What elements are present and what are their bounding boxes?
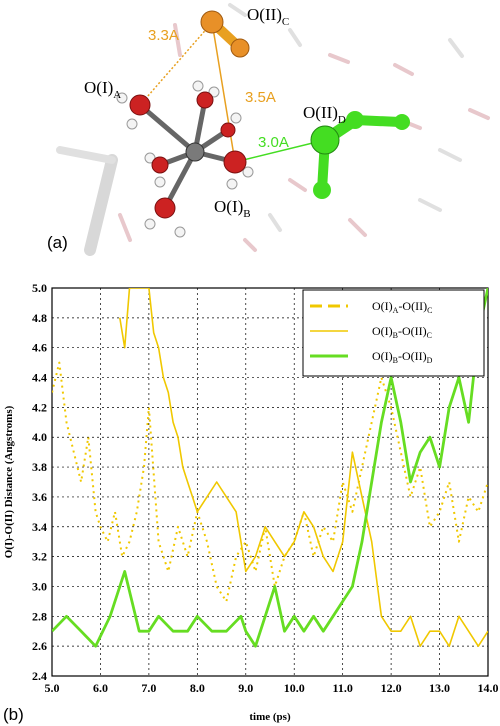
y-tick-labels: 2.4 2.6 2.8 3.0 3.2 3.4 3.6 3.8 4.0 4.2 4.4 4.6 4.8 5… bbox=[32, 281, 47, 683]
y-tick-label: 3.4 bbox=[32, 520, 47, 534]
y-tick-label: 4.0 bbox=[32, 430, 47, 444]
legend-label-0: O(I)A-O(II)C bbox=[372, 299, 432, 315]
x-tick-label: 14.0 bbox=[478, 681, 499, 695]
oxygen-o1b bbox=[223, 150, 247, 174]
y-tick-label: 4.2 bbox=[32, 400, 47, 414]
atom-label-o2c: O(II)C bbox=[247, 5, 289, 28]
green-molecule bbox=[310, 111, 410, 199]
hydrogens bbox=[116, 80, 254, 238]
x-tick-labels: 5.0 6.0 7.0 8.0 9.0 10.0 11.0 12.0 13.0 14.0 bbox=[45, 681, 499, 695]
x-tick-label: 8.0 bbox=[190, 681, 205, 695]
y-axis-title: O(I)-O(II) Distance (Angstroms) bbox=[3, 405, 15, 558]
x-tick-label: 11.0 bbox=[332, 681, 352, 695]
x-tick-label: 7.0 bbox=[141, 681, 156, 695]
y-tick-label: 5.0 bbox=[32, 281, 47, 295]
distance-line-3p5 bbox=[211, 21, 236, 163]
legend-label-2: O(I)B-O(II)D bbox=[372, 349, 433, 365]
legend-box bbox=[302, 289, 485, 377]
y-tick-label: 3.0 bbox=[32, 579, 47, 593]
y-tick-label: 4.4 bbox=[32, 371, 47, 385]
x-tick-label: 5.0 bbox=[45, 681, 60, 695]
x-tick-label: 12.0 bbox=[381, 681, 402, 695]
y-tick-label: 3.8 bbox=[32, 460, 47, 474]
distance-label-3p3: 3.3A bbox=[148, 27, 179, 44]
y-tick-label: 2.4 bbox=[32, 669, 47, 683]
oxygen-o1a bbox=[129, 94, 151, 116]
series-line-1 bbox=[119, 288, 488, 648]
y-tick-label: 4.8 bbox=[32, 311, 47, 325]
y-tick-label: 3.6 bbox=[32, 490, 47, 504]
x-tick-label: 10.0 bbox=[284, 681, 305, 695]
y-tick-label: 2.8 bbox=[32, 609, 47, 623]
series-line-0 bbox=[52, 361, 488, 603]
distance-label-3p5: 3.5A bbox=[245, 89, 276, 106]
x-tick-label: 13.0 bbox=[429, 681, 450, 695]
legend-label-1: O(I)B-O(II)C bbox=[372, 324, 432, 340]
background-sticks bbox=[56, 3, 490, 256]
series-layer bbox=[52, 288, 488, 648]
legend: O(I)A-O(II)C O(I)B-O(II)C O(I)B-O(II)D bbox=[302, 289, 485, 377]
panel-a-label: (a) bbox=[47, 233, 68, 252]
y-tick-label: 4.6 bbox=[32, 341, 47, 355]
distance-line-3p3 bbox=[139, 24, 211, 106]
series-line-2 bbox=[52, 288, 488, 648]
x-tick-label: 9.0 bbox=[238, 681, 253, 695]
molecular-structure: 3.3A 3.5A 3.0A O(II)C O(I)A O(II)D O(I)B bbox=[56, 3, 490, 256]
atom-label-o1b: O(I)B bbox=[214, 197, 251, 220]
metal-center bbox=[185, 142, 205, 162]
atom-label-o2d: O(II)D bbox=[303, 103, 346, 126]
y-tick-label: 2.6 bbox=[32, 639, 47, 653]
distance-label-3p0: 3.0A bbox=[258, 134, 289, 151]
distance-line-3p0 bbox=[234, 139, 326, 163]
atom-label-o1a: O(I)A bbox=[84, 78, 121, 101]
orange-molecule bbox=[200, 10, 250, 58]
chart: 5.0 6.0 7.0 8.0 9.0 10.0 11.0 12.0 13.0 14.0 2.42… bbox=[3, 281, 499, 723]
y-tick-label: 3.2 bbox=[32, 550, 47, 564]
oxygen-atoms bbox=[129, 91, 247, 219]
x-tick-label: 6.0 bbox=[93, 681, 108, 695]
x-axis-title: time (ps) bbox=[249, 711, 291, 723]
panel-b-label: (b) bbox=[3, 705, 24, 724]
